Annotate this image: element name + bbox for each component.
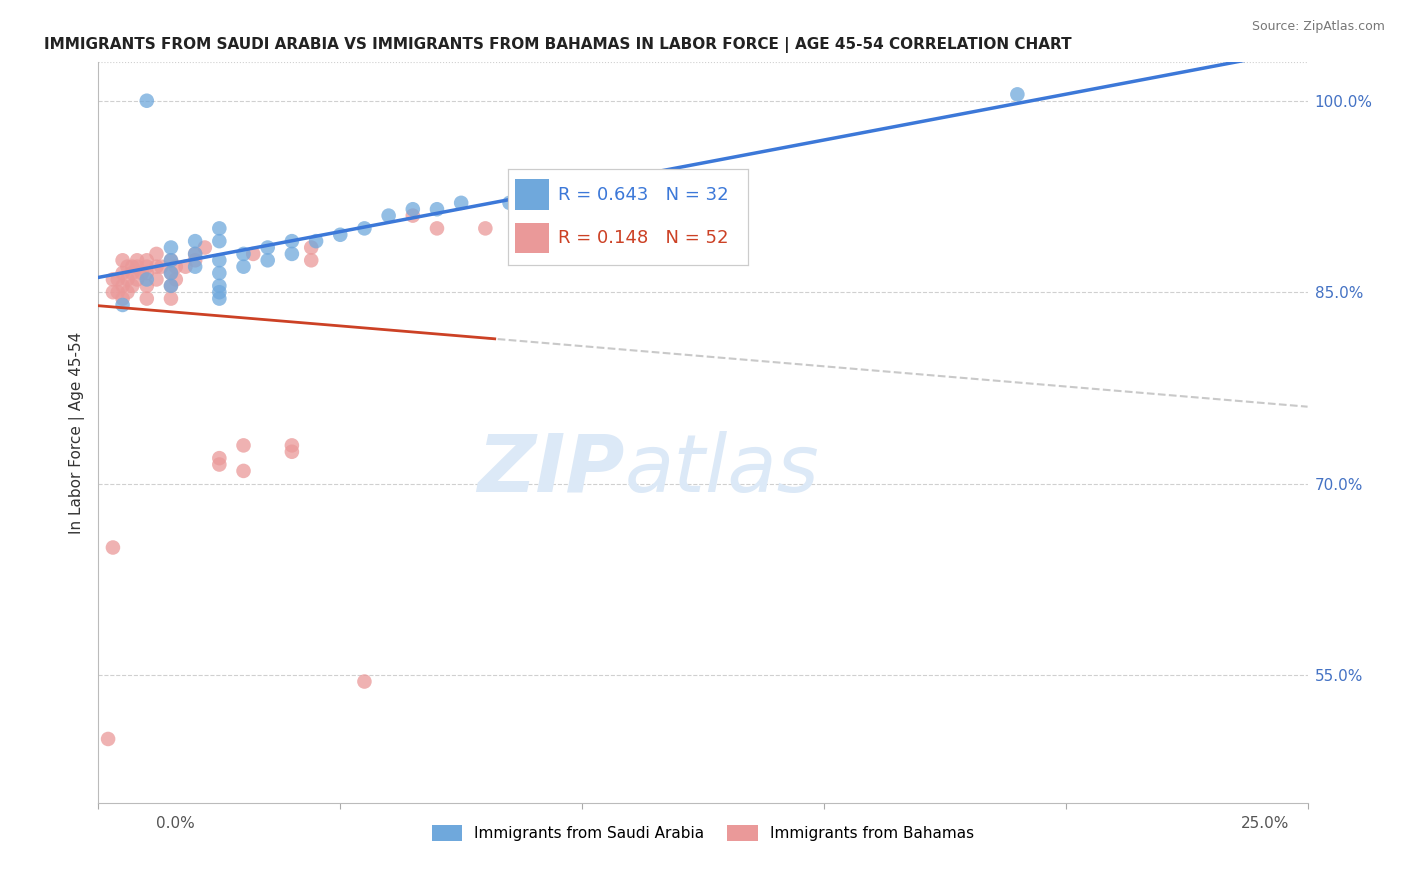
Point (281, 438, 304, 452)
Point (127, 260, 149, 274)
Point (208, 278, 231, 293)
Point (402, 202, 425, 217)
Point (402, 209, 425, 223)
Point (232, 247, 254, 261)
Point (145, 272, 167, 286)
Point (174, 260, 197, 274)
Point (194, 240, 217, 255)
Y-axis label: In Labor Force | Age 45-54: In Labor Force | Age 45-54 (69, 332, 84, 533)
Point (135, 253, 157, 268)
Point (208, 266, 231, 280)
Point (184, 247, 207, 261)
Point (160, 266, 183, 280)
Point (131, 266, 153, 280)
Point (329, 227, 352, 242)
Text: R = 0.643   N = 32: R = 0.643 N = 32 (558, 186, 730, 203)
Point (145, 260, 167, 274)
Point (127, 272, 149, 286)
Point (498, 195, 520, 210)
Point (208, 221, 231, 235)
Text: atlas: atlas (624, 431, 820, 508)
Text: Source: ZipAtlas.com: Source: ZipAtlas.com (1251, 20, 1385, 33)
Point (281, 247, 304, 261)
Point (208, 292, 231, 306)
Point (377, 209, 399, 223)
Point (242, 247, 264, 261)
Point (305, 234, 328, 248)
Point (107, 272, 129, 286)
Point (127, 253, 149, 268)
Point (208, 451, 231, 466)
Point (121, 266, 143, 280)
Legend: Immigrants from Saudi Arabia, Immigrants from Bahamas: Immigrants from Saudi Arabia, Immigrants… (426, 819, 980, 847)
Point (101, 285, 124, 300)
Point (111, 253, 134, 268)
Point (160, 278, 183, 293)
Point (160, 278, 183, 293)
Point (353, 674, 375, 689)
Point (121, 278, 143, 293)
Point (111, 266, 134, 280)
Point (121, 260, 143, 274)
Point (232, 260, 254, 274)
Point (117, 285, 139, 300)
Point (208, 234, 231, 248)
Text: R = 0.148   N = 52: R = 0.148 N = 52 (558, 229, 728, 247)
Point (160, 253, 183, 268)
Text: IMMIGRANTS FROM SAUDI ARABIA VS IMMIGRANTS FROM BAHAMAS IN LABOR FORCE | AGE 45-: IMMIGRANTS FROM SAUDI ARABIA VS IMMIGRAN… (44, 37, 1071, 53)
Point (145, 247, 167, 261)
Point (208, 458, 231, 472)
Point (165, 272, 187, 286)
Point (117, 260, 139, 274)
Bar (515, 179, 548, 211)
Text: 25.0%: 25.0% (1241, 816, 1289, 831)
Point (474, 221, 496, 235)
Point (111, 298, 134, 312)
Text: ZIP: ZIP (477, 431, 624, 508)
Point (135, 94, 157, 108)
Point (353, 221, 375, 235)
Point (184, 253, 207, 268)
Point (426, 221, 449, 235)
Point (135, 278, 157, 293)
Point (256, 240, 278, 255)
Point (281, 444, 304, 458)
Text: 0.0%: 0.0% (156, 816, 195, 831)
Point (97, 731, 120, 746)
Point (450, 195, 472, 210)
Point (101, 541, 124, 555)
Point (281, 234, 304, 248)
Point (232, 438, 254, 452)
Point (135, 260, 157, 274)
Point (160, 253, 183, 268)
Point (208, 285, 231, 300)
Point (101, 272, 124, 286)
Point (135, 272, 157, 286)
Point (135, 292, 157, 306)
Point (160, 240, 183, 255)
Point (165, 260, 187, 274)
Point (150, 260, 173, 274)
Point (111, 278, 134, 293)
Point (208, 253, 231, 268)
Point (426, 202, 449, 217)
Point (184, 247, 207, 261)
Point (135, 266, 157, 280)
Point (232, 464, 254, 478)
Point (160, 266, 183, 280)
Point (184, 234, 207, 248)
Point (107, 285, 129, 300)
Point (1007, 87, 1029, 102)
Bar (515, 223, 548, 253)
Point (299, 240, 322, 255)
Point (299, 253, 322, 268)
Point (256, 253, 278, 268)
Point (117, 272, 139, 286)
Point (184, 260, 207, 274)
Point (111, 292, 134, 306)
Point (160, 292, 183, 306)
